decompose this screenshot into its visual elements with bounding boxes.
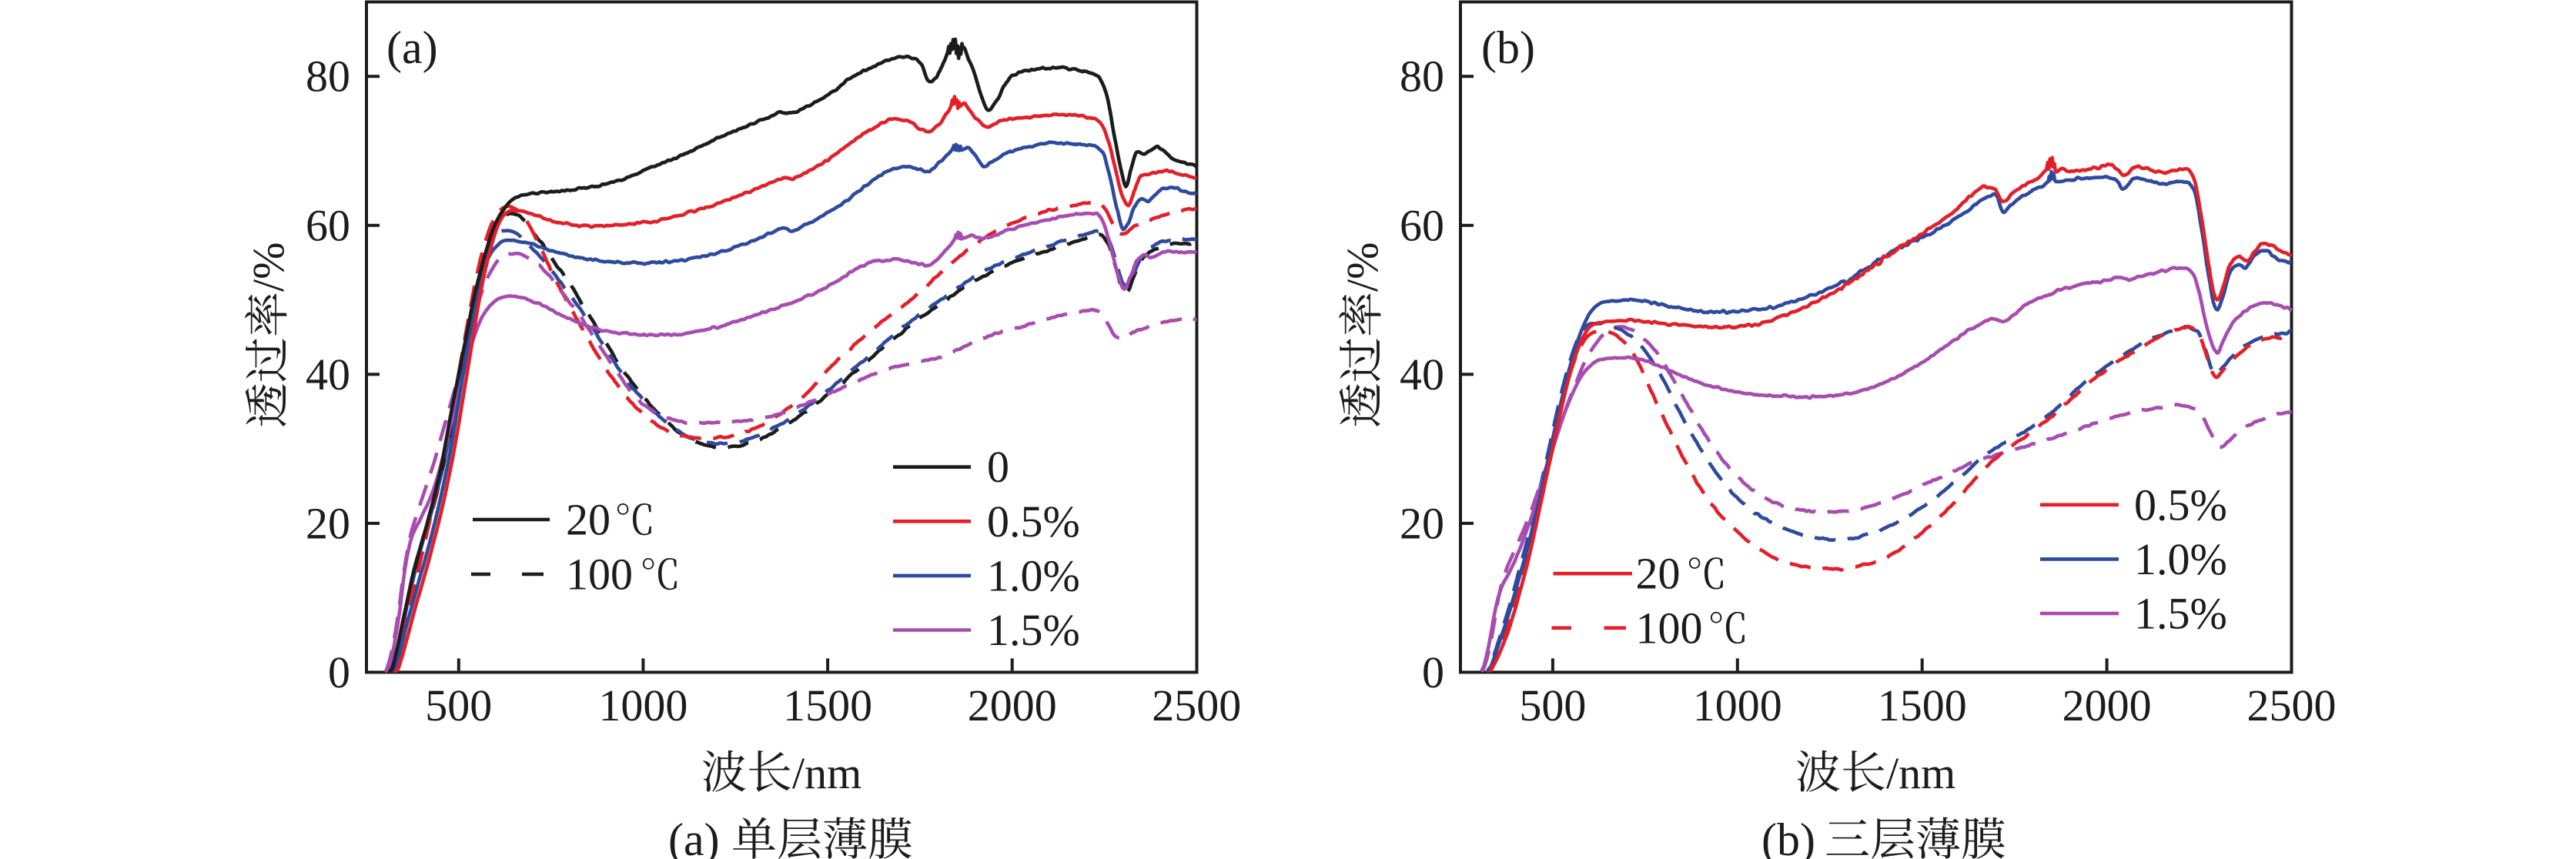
- svg-text:1.5%: 1.5%: [987, 605, 1080, 655]
- svg-text:20: 20: [1400, 498, 1444, 548]
- svg-text:/%: /%: [1337, 242, 1387, 292]
- svg-text:20: 20: [1636, 549, 1681, 599]
- svg-text:1.0%: 1.0%: [2134, 534, 2227, 584]
- svg-text:40: 40: [306, 349, 350, 399]
- svg-text:1000: 1000: [1693, 680, 1782, 730]
- svg-text:1.0%: 1.0%: [987, 550, 1080, 600]
- svg-text:0: 0: [1422, 647, 1444, 697]
- svg-text:100: 100: [566, 550, 633, 600]
- svg-text:500: 500: [425, 680, 492, 730]
- svg-text:2500: 2500: [2247, 680, 2337, 730]
- svg-text:1000: 1000: [598, 680, 687, 730]
- svg-text:0: 0: [328, 647, 350, 697]
- svg-text:(b): (b): [1761, 814, 1815, 859]
- svg-text:500: 500: [1519, 680, 1586, 730]
- svg-text:40: 40: [1400, 349, 1444, 399]
- svg-text:20: 20: [566, 495, 611, 545]
- svg-text:/nm: /nm: [1886, 748, 1955, 798]
- svg-text:0: 0: [987, 442, 1009, 492]
- svg-text:0.5%: 0.5%: [987, 496, 1080, 546]
- svg-text:60: 60: [306, 200, 350, 250]
- svg-text:(a): (a): [668, 814, 720, 859]
- svg-text:1500: 1500: [1878, 680, 1967, 730]
- svg-text:2000: 2000: [968, 680, 1057, 730]
- svg-text:1500: 1500: [783, 680, 872, 730]
- svg-text:(b): (b): [1481, 22, 1535, 73]
- svg-text:1.5%: 1.5%: [2134, 589, 2227, 639]
- svg-text:80: 80: [306, 52, 350, 102]
- svg-text:2000: 2000: [2062, 680, 2152, 730]
- svg-text:/nm: /nm: [792, 748, 861, 798]
- svg-text:/%: /%: [243, 242, 293, 292]
- svg-text:0.5%: 0.5%: [2134, 480, 2227, 530]
- svg-text:(a): (a): [386, 22, 438, 73]
- svg-text:20: 20: [306, 498, 350, 548]
- svg-text:2500: 2500: [1152, 680, 1241, 730]
- svg-text:100: 100: [1636, 603, 1703, 653]
- svg-text:60: 60: [1400, 200, 1444, 250]
- svg-text:80: 80: [1400, 52, 1444, 102]
